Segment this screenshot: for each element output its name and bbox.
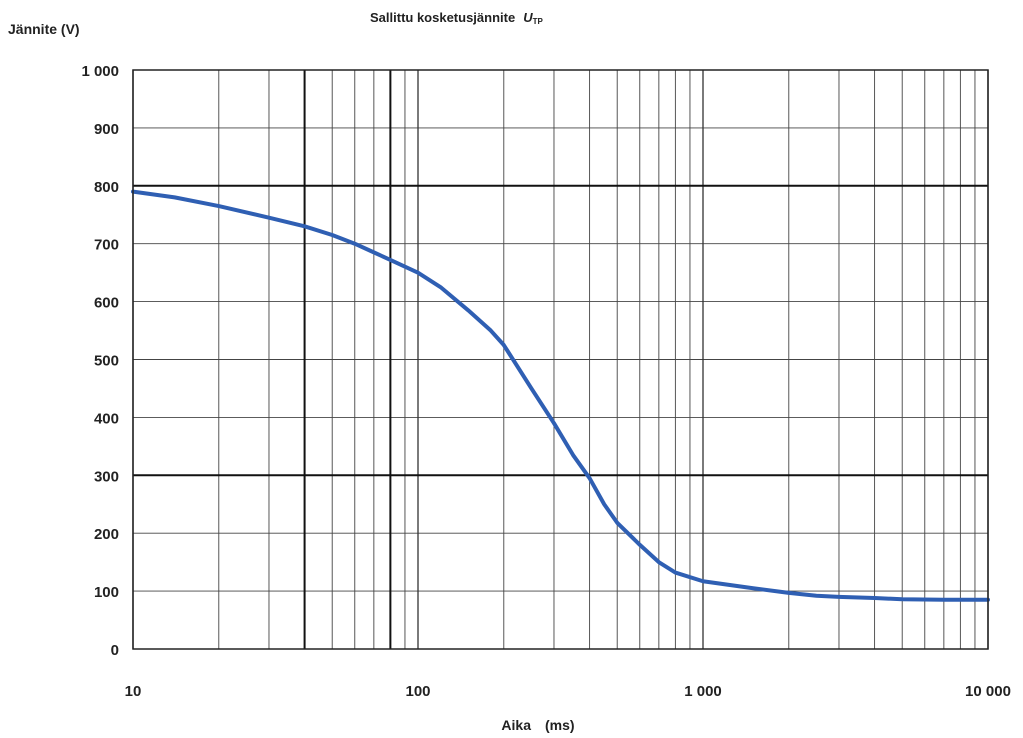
minor-grid bbox=[133, 69, 988, 650]
y-axis-label: Jännite (V) bbox=[8, 21, 80, 37]
x-tick-labels: 10 100 1 000 10 000 bbox=[125, 683, 1011, 700]
y-tick-label: 900 bbox=[94, 121, 119, 138]
series-line-0 bbox=[131, 189, 990, 602]
y-tick-label: 400 bbox=[94, 410, 119, 427]
x-tick-label: 1 000 bbox=[684, 683, 722, 700]
chart-title: Sallittu kosketusjännite UTP bbox=[370, 10, 543, 26]
y-tick-label: 1 000 bbox=[81, 63, 119, 80]
x-tick-label: 10 000 bbox=[965, 683, 1011, 700]
chart-title-subscript: TP bbox=[533, 17, 544, 26]
y-tick-label: 800 bbox=[94, 179, 119, 196]
y-tick-label: 700 bbox=[94, 237, 119, 254]
chart-title-text: Sallittu kosketusjännite bbox=[370, 10, 515, 25]
y-tick-label: 300 bbox=[94, 468, 119, 485]
x-tick-label: 100 bbox=[405, 683, 430, 700]
chart-title-symbol: U bbox=[523, 10, 533, 25]
x-tick-label: 10 bbox=[125, 683, 142, 700]
y-tick-label: 500 bbox=[94, 353, 119, 370]
x-axis-label-text: Aika bbox=[501, 717, 531, 733]
y-tick-label: 0 bbox=[111, 642, 119, 659]
x-axis-label: Aika (ms) bbox=[501, 717, 574, 733]
y-tick-label: 600 bbox=[94, 295, 119, 312]
plot-frame bbox=[132, 69, 989, 650]
y-tick-label: 200 bbox=[94, 526, 119, 543]
plot-border bbox=[132, 69, 989, 650]
y-tick-label: 100 bbox=[94, 584, 119, 601]
series-layer bbox=[131, 189, 990, 602]
y-tick-labels: 0 100 200 300 400 500 600 700 800 900 1 000 bbox=[81, 63, 119, 659]
x-axis-unit: (ms) bbox=[545, 717, 575, 733]
